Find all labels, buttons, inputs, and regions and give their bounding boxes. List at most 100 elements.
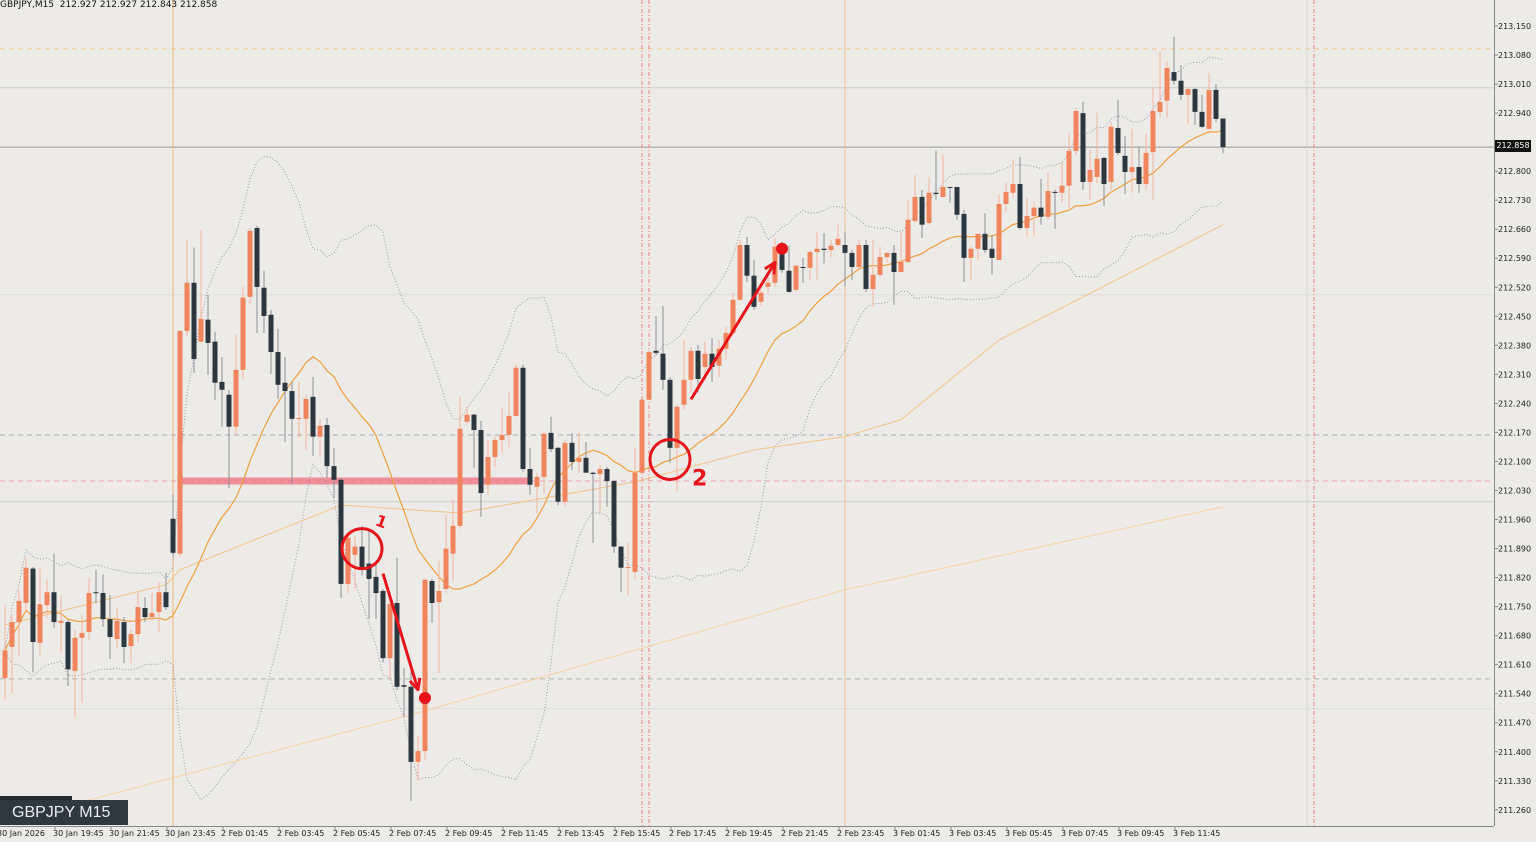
- time-tick-label: 2 Feb 13:45: [557, 829, 604, 838]
- bullish-candle: [114, 620, 120, 640]
- time-tick-label: 2 Feb 15:45: [613, 829, 660, 838]
- time-tick-label: 30 Jan 19:45: [53, 829, 104, 838]
- bearish-candle: [786, 270, 792, 292]
- price-tick-label: 212.310: [1498, 370, 1531, 379]
- bullish-candle: [233, 369, 239, 427]
- bullish-candle: [1108, 126, 1114, 182]
- time-tick-label: 2 Feb 17:45: [669, 829, 716, 838]
- price-axis[interactable]: 213.150 213.080 213.010 212.940 212.800 212.7…: [1494, 22, 1531, 815]
- bullish-candle: [240, 297, 246, 370]
- bullish-candle: [807, 252, 813, 268]
- bullish-candle: [44, 592, 50, 606]
- price-tick-label: 212.660: [1498, 225, 1531, 234]
- bullish-candle: [1185, 89, 1191, 95]
- bearish-candle: [821, 248, 827, 250]
- bearish-candle: [604, 469, 610, 482]
- time-tick-label: 2 Feb 21:45: [781, 829, 828, 838]
- arrow-head-icon: [408, 677, 422, 692]
- bullish-candle: [23, 567, 29, 603]
- bullish-candle: [856, 245, 862, 267]
- time-tick-label: 2 Feb 05:45: [333, 829, 380, 838]
- bullish-candle: [387, 604, 393, 659]
- bearish-candle: [1115, 128, 1121, 153]
- price-tick-label: 212.940: [1498, 109, 1531, 118]
- bearish-candle: [800, 266, 806, 268]
- bearish-candle: [1038, 207, 1044, 217]
- bearish-candle: [478, 430, 484, 494]
- bullish-candle: [940, 186, 946, 197]
- bearish-candle: [205, 319, 211, 343]
- bullish-candle: [625, 566, 631, 568]
- annotation-dot: [776, 242, 788, 255]
- bullish-candle: [506, 415, 512, 435]
- current-price-label: 212.858: [1495, 140, 1531, 152]
- bullish-candle: [702, 353, 708, 367]
- annotation-circle: [648, 437, 692, 481]
- bearish-candle: [933, 192, 939, 194]
- bullish-candle: [492, 439, 498, 457]
- price-tick-label: 213.150: [1498, 22, 1531, 31]
- bearish-candle: [261, 287, 267, 316]
- bullish-candle: [485, 456, 491, 485]
- bearish-candle: [226, 394, 232, 427]
- time-tick-label: 2 Feb 03:45: [277, 829, 324, 838]
- bearish-candle: [1178, 80, 1184, 95]
- price-tick-label: 211.330: [1498, 777, 1531, 786]
- bullish-candle: [562, 442, 568, 502]
- bullish-candle: [737, 245, 743, 300]
- bearish-candle: [107, 619, 113, 638]
- price-tick-label: 212.450: [1498, 312, 1531, 321]
- bullish-candle: [499, 434, 505, 440]
- slow-moving-average: [88, 506, 1224, 801]
- bullish-candle: [352, 546, 358, 555]
- indicators: [4, 56, 1224, 801]
- bollinger-upper: [4, 56, 1224, 651]
- bearish-candle: [408, 686, 414, 762]
- bullish-candle: [1003, 191, 1009, 204]
- time-tick-label: 30 Jan 23:45: [165, 829, 216, 838]
- bearish-candle: [891, 252, 897, 272]
- bearish-candle: [142, 607, 148, 618]
- bearish-candle: [219, 381, 225, 390]
- time-tick-label: 3 Feb 03:45: [949, 829, 996, 838]
- bullish-candle: [996, 203, 1002, 260]
- annotation-label: 1: [373, 511, 390, 533]
- bullish-candle: [128, 634, 134, 647]
- bullish-candle: [177, 330, 183, 554]
- bearish-candle: [989, 248, 995, 258]
- time-tick-label: 2 Feb 23:45: [837, 829, 884, 838]
- bearish-candle: [30, 568, 36, 642]
- time-tick-label: 2 Feb 19:45: [725, 829, 772, 838]
- bullish-candle: [674, 406, 680, 448]
- bearish-candle: [93, 592, 99, 594]
- annotation-arrow: [381, 573, 420, 691]
- bearish-candle: [191, 282, 197, 360]
- bullish-candle: [303, 398, 309, 419]
- bullish-candle: [814, 248, 820, 253]
- time-axis[interactable]: 30 Jan 2026 30 Jan 19:45 30 Jan 21:45 30 Ja…: [0, 826, 1220, 838]
- bullish-candle: [632, 472, 638, 572]
- time-tick-label: 3 Feb 05:45: [1005, 829, 1052, 838]
- bearish-candle: [100, 593, 106, 620]
- bullish-candle: [681, 379, 687, 405]
- bullish-candle: [597, 469, 603, 474]
- bullish-candle: [793, 265, 799, 290]
- price-tick-label: 212.240: [1498, 399, 1531, 408]
- bearish-candle: [779, 246, 785, 270]
- bullish-candle: [688, 350, 694, 380]
- bearish-candle: [373, 576, 379, 594]
- bearish-candle: [583, 457, 589, 473]
- bearish-candle: [954, 186, 960, 215]
- bullish-candle: [1045, 191, 1051, 217]
- bearish-candle: [1101, 157, 1107, 185]
- price-tick-label: 212.800: [1498, 167, 1531, 176]
- price-tick-label: 212.590: [1498, 254, 1531, 263]
- bullish-candle: [156, 592, 162, 613]
- bearish-candle: [1220, 118, 1226, 148]
- bearish-candle: [590, 472, 596, 474]
- bullish-candle: [422, 579, 428, 752]
- symbol-timeframe: GBPJPY,M15: [0, 0, 55, 10]
- price-tick-label: 211.260: [1498, 806, 1531, 815]
- bearish-candle: [1213, 89, 1219, 119]
